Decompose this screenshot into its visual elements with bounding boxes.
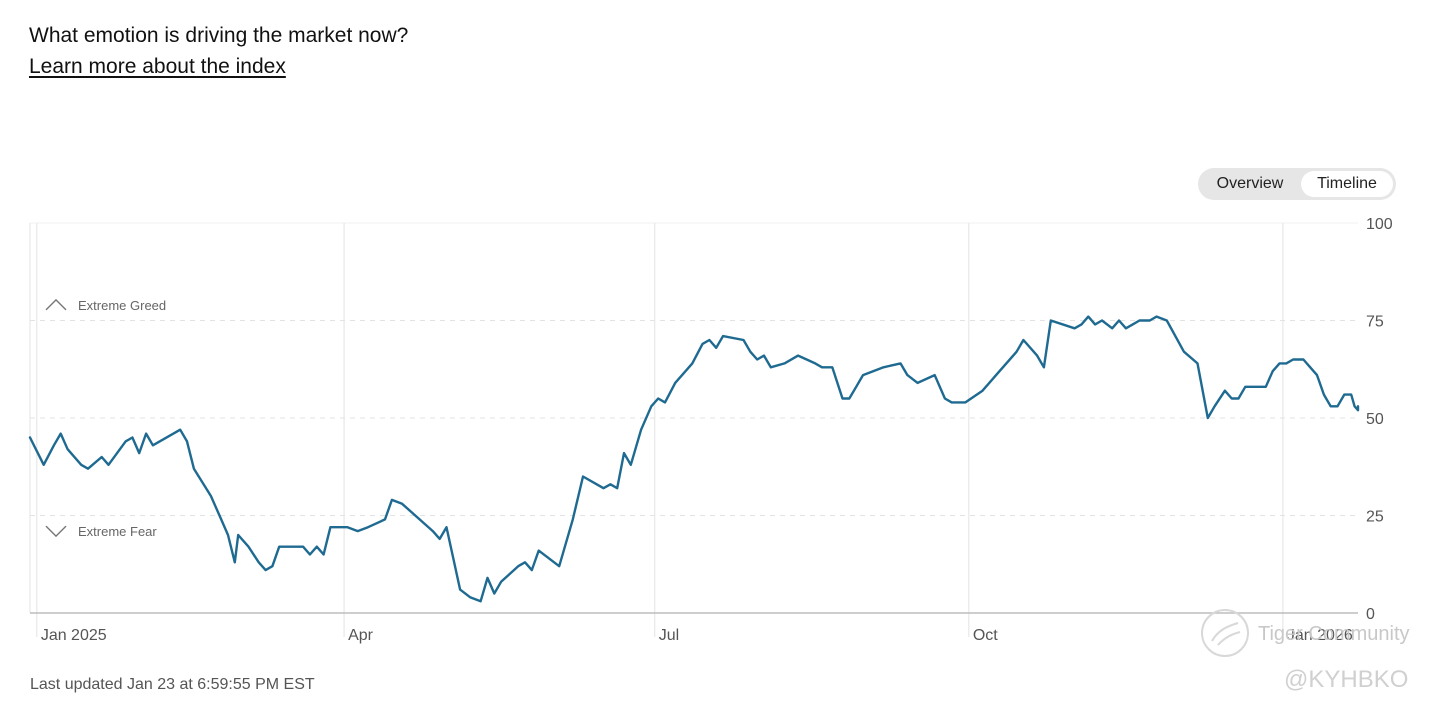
y-tick-label: 75 [1366,314,1384,331]
x-tick-label: Jan 2025 [41,627,107,644]
x-tick-label: Jul [659,627,679,644]
y-tick-label: 0 [1366,606,1375,623]
series-line [28,315,1360,603]
x-tick-label: Oct [973,627,998,644]
y-tick-label: 50 [1366,411,1384,428]
learn-more-link[interactable]: Learn more about the index [29,55,286,78]
page-question: What emotion is driving the market now? [29,24,409,47]
x-tick-label: Jan 2026 [1287,627,1353,644]
view-toggle: Overview Timeline [1198,168,1396,200]
fear-greed-timeline-chart: Jan 2025 Apr Jul Oct Jan 2026 0 25 50 75 100 Extre… [28,216,1393,644]
y-tick-label: 100 [1366,216,1393,233]
zone-label: Extreme Greed [78,298,166,313]
last-updated-text: Last updated Jan 23 at 6:59:55 PM EST [30,676,315,693]
y-tick-label: 25 [1366,509,1384,526]
chevron-up-icon [45,298,67,311]
tiger-logo-watermark [1201,609,1249,657]
watermark-handle: @KYHBKO [1284,666,1409,693]
x-tick-label: Apr [348,627,374,644]
timeline-button[interactable]: Timeline [1301,171,1393,197]
zone-label: Extreme Fear [78,524,157,539]
overview-button[interactable]: Overview [1216,175,1284,192]
chevron-down-icon [45,525,67,538]
watermark-text: Tiger Community [1258,623,1410,645]
